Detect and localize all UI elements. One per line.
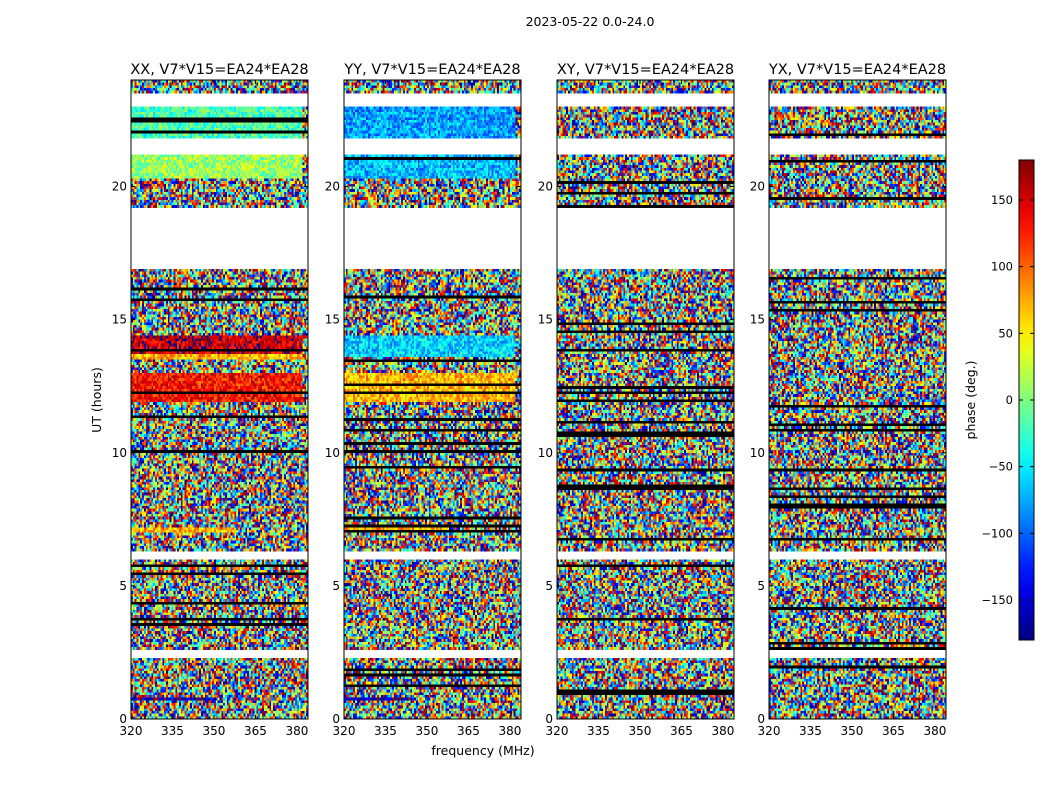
- y-tick-label: 15: [538, 313, 553, 327]
- x-tick-label: 350: [203, 724, 226, 738]
- x-tick-label: 320: [546, 724, 569, 738]
- y-tick-label: 5: [332, 579, 340, 593]
- y-tick-label: 15: [112, 313, 127, 327]
- x-tick-label: 335: [161, 724, 184, 738]
- phase-heatmap-xx: [131, 80, 308, 719]
- panel-yy: YY, V7*V15=EA24*EA28 320 335 350 365 380 0 5 10 1…: [325, 62, 522, 738]
- x-tick-label: 365: [882, 724, 905, 738]
- figure-suptitle: 2023-05-22 0.0-24.0: [526, 14, 655, 29]
- y-tick-label: 20: [750, 180, 765, 194]
- y-tick-label: 5: [545, 579, 553, 593]
- x-tick-label: 335: [374, 724, 397, 738]
- panel-yx: YX, V7*V15=EA24*EA28 320 335 350 365 380 0 5 10 1…: [750, 62, 947, 738]
- colorbar-tick-label: 100: [991, 260, 1013, 274]
- panels-layer: XX, V7*V15=EA24*EA28 320 335 350 365 380 0 5 10 1…: [112, 62, 947, 738]
- y-tick-label: 10: [538, 446, 553, 460]
- y-tick-label: 20: [325, 180, 340, 194]
- x-tick-label: 365: [670, 724, 693, 738]
- y-tick-label: 0: [545, 712, 553, 726]
- x-tick-label: 350: [841, 724, 864, 738]
- x-tick-label: 380: [285, 724, 308, 738]
- x-tick-label: 380: [923, 724, 946, 738]
- phase-heatmap-yy: [344, 80, 521, 719]
- panel-xx: XX, V7*V15=EA24*EA28 320 335 350 365 380 0 5 10 1…: [112, 62, 309, 738]
- panel-xy: XY, V7*V15=EA24*EA28 320 335 350 365 380 0 5 10 1…: [538, 62, 735, 738]
- y-tick-label: 15: [750, 313, 765, 327]
- y-axis-label: UT (hours): [89, 367, 104, 433]
- colorbar-tick-label: −150: [981, 593, 1013, 607]
- y-tick-label: 10: [325, 446, 340, 460]
- panel-title: YX, V7*V15=EA24*EA28: [768, 62, 946, 78]
- colorbar: phase (deg.) −150 −100 −50 0 50 100 150: [963, 159, 1035, 641]
- panel-title: YY, V7*V15=EA24*EA28: [343, 62, 520, 78]
- x-tick-label: 380: [498, 724, 521, 738]
- x-tick-label: 320: [758, 724, 781, 738]
- x-axis-label: frequency (MHz): [431, 743, 534, 758]
- plot-frame: [343, 79, 522, 720]
- x-tick-label: 365: [457, 724, 480, 738]
- y-tick-label: 20: [112, 180, 127, 194]
- y-tick-label: 15: [325, 313, 340, 327]
- y-tick-label: 0: [119, 712, 127, 726]
- colorbar-tick-label: 150: [991, 193, 1013, 207]
- colorbar-tick-label: −100: [981, 526, 1013, 540]
- x-tick-label: 350: [416, 724, 439, 738]
- y-tick-label: 20: [538, 180, 553, 194]
- x-tick-label: 350: [629, 724, 652, 738]
- panel-title: XY, V7*V15=EA24*EA28: [557, 62, 734, 78]
- y-tick-label: 10: [112, 446, 127, 460]
- y-tick-label: 0: [757, 712, 765, 726]
- phase-heatmap-xy: [557, 80, 734, 719]
- plot-frame: [768, 79, 947, 720]
- panel-title: XX, V7*V15=EA24*EA28: [130, 62, 308, 78]
- colorbar-label: phase (deg.): [963, 361, 978, 440]
- plot-frame: [130, 79, 309, 720]
- x-tick-label: 320: [120, 724, 143, 738]
- x-tick-label: 335: [587, 724, 610, 738]
- x-tick-label: 365: [244, 724, 267, 738]
- colorbar-tick-label: 0: [1006, 393, 1013, 407]
- phase-heatmap-yx: [769, 80, 946, 719]
- plot-frame: [556, 79, 735, 720]
- y-tick-label: 0: [332, 712, 340, 726]
- y-tick-label: 10: [750, 446, 765, 460]
- x-tick-label: 335: [799, 724, 822, 738]
- colorbar-tick-label: −50: [989, 460, 1013, 474]
- x-tick-label: 320: [333, 724, 356, 738]
- y-tick-label: 5: [119, 579, 127, 593]
- colorbar-tick-label: 50: [998, 326, 1013, 340]
- x-tick-label: 380: [711, 724, 734, 738]
- y-tick-label: 5: [757, 579, 765, 593]
